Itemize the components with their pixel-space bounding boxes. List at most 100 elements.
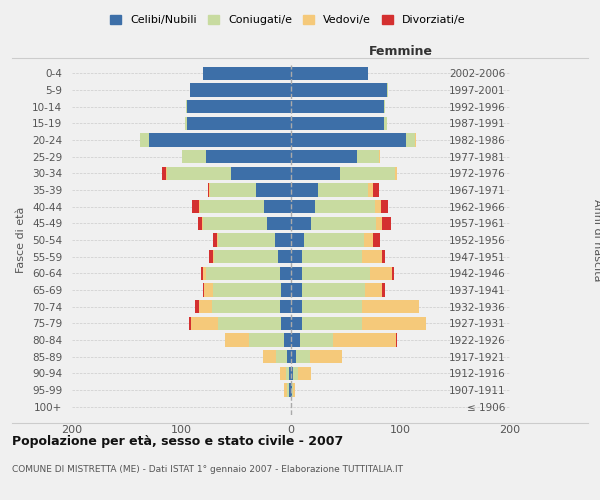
Bar	[189, 316, 191, 330]
Bar	[281, 316, 291, 330]
Bar	[199, 200, 200, 213]
Bar	[291, 134, 406, 146]
Bar	[382, 284, 385, 296]
Bar	[218, 316, 281, 330]
Bar	[226, 334, 250, 346]
Bar	[203, 216, 267, 230]
Bar	[392, 266, 394, 280]
Bar	[291, 184, 319, 196]
Bar	[291, 234, 304, 246]
Bar	[210, 184, 256, 196]
Bar	[206, 150, 291, 164]
Bar	[263, 200, 291, 213]
Bar	[198, 216, 202, 230]
Bar	[200, 200, 263, 213]
Bar	[291, 266, 302, 280]
Bar	[293, 384, 295, 396]
Bar	[291, 100, 384, 114]
Legend: Celibi/Nubili, Coniugati/e, Vedovi/e, Divorziati/e: Celibi/Nubili, Coniugati/e, Vedovi/e, Di…	[106, 10, 470, 30]
Bar	[415, 134, 416, 146]
Bar	[201, 266, 203, 280]
Y-axis label: Fasce di età: Fasce di età	[16, 207, 26, 273]
Bar	[384, 100, 385, 114]
Bar	[149, 134, 291, 146]
Bar	[382, 216, 391, 230]
Bar	[213, 234, 217, 246]
Bar	[373, 184, 379, 196]
Bar	[291, 150, 356, 164]
Bar	[373, 234, 380, 246]
Bar	[287, 384, 289, 396]
Bar	[368, 184, 373, 196]
Bar	[284, 334, 291, 346]
Text: Femmine: Femmine	[368, 45, 433, 58]
Bar	[291, 84, 388, 96]
Bar	[291, 384, 292, 396]
Bar	[205, 284, 213, 296]
Bar	[291, 284, 302, 296]
Bar	[278, 250, 291, 264]
Bar	[310, 350, 343, 364]
Bar	[376, 200, 381, 213]
Bar	[250, 334, 284, 346]
Bar	[356, 150, 379, 164]
Bar	[194, 300, 199, 314]
Bar	[311, 216, 376, 230]
Bar	[275, 234, 291, 246]
Bar	[291, 300, 302, 314]
Bar	[280, 266, 291, 280]
Bar	[199, 300, 212, 314]
Bar	[191, 316, 218, 330]
Bar	[209, 250, 213, 264]
Bar	[291, 250, 302, 264]
Bar	[203, 66, 291, 80]
Bar	[319, 184, 368, 196]
Bar	[406, 134, 415, 146]
Bar	[287, 350, 291, 364]
Text: COMUNE DI MISTRETTA (ME) - Dati ISTAT 1° gennaio 2007 - Elaborazione TUTTITALIA.: COMUNE DI MISTRETTA (ME) - Dati ISTAT 1°…	[12, 465, 403, 474]
Bar	[300, 334, 332, 346]
Bar	[302, 284, 365, 296]
Bar	[379, 150, 380, 164]
Bar	[217, 234, 218, 246]
Bar	[214, 250, 278, 264]
Bar	[280, 366, 286, 380]
Bar	[186, 100, 187, 114]
Bar	[298, 366, 311, 380]
Bar	[212, 300, 280, 314]
Bar	[396, 334, 397, 346]
Bar	[395, 166, 397, 180]
Bar	[302, 266, 370, 280]
Bar	[182, 150, 206, 164]
Text: Anni di nascita: Anni di nascita	[592, 198, 600, 281]
Bar	[213, 250, 214, 264]
Bar	[293, 366, 298, 380]
Bar	[291, 116, 384, 130]
Bar	[140, 134, 149, 146]
Bar	[263, 350, 275, 364]
Bar	[315, 200, 376, 213]
Bar	[231, 166, 291, 180]
Bar	[362, 300, 419, 314]
Bar	[296, 350, 310, 364]
Bar	[302, 250, 362, 264]
Text: Popolazione per età, sesso e stato civile - 2007: Popolazione per età, sesso e stato civil…	[12, 435, 343, 448]
Bar	[167, 166, 231, 180]
Bar	[332, 334, 396, 346]
Bar	[384, 116, 388, 130]
Bar	[291, 66, 368, 80]
Bar	[162, 166, 166, 180]
Bar	[291, 334, 300, 346]
Bar	[193, 200, 199, 213]
Bar	[267, 216, 291, 230]
Bar	[292, 384, 293, 396]
Bar	[362, 250, 382, 264]
Bar	[185, 116, 187, 130]
Bar	[291, 216, 311, 230]
Bar	[286, 366, 289, 380]
Bar	[364, 234, 373, 246]
Bar	[166, 166, 167, 180]
Bar	[362, 316, 425, 330]
Bar	[291, 350, 296, 364]
Bar	[281, 284, 291, 296]
